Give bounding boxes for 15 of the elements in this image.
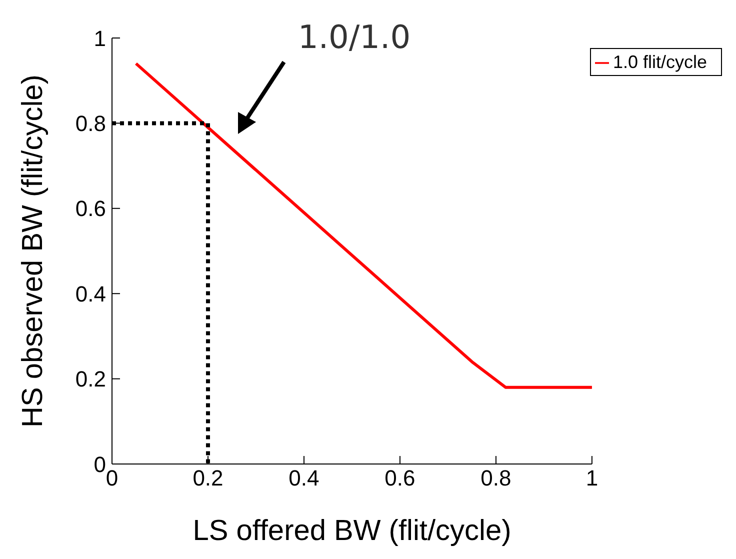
y-tick-label: 0.4	[75, 281, 106, 306]
y-tick-label: 0.6	[75, 196, 106, 222]
x-tick-label: 0.6	[384, 466, 416, 491]
annotation: 1.0/1.0	[298, 18, 411, 56]
x-tick-label: 0.4	[288, 466, 320, 491]
x-axis-title: LS offered BW (flit/cycle)	[192, 515, 512, 547]
x-tick-label: 0.2	[192, 466, 224, 491]
line-series	[134, 62, 592, 389]
x-tick-label: 1	[586, 466, 598, 491]
y-axis-title: HS observed BW (flit/cycle)	[17, 74, 49, 428]
y-tick-label: 0.8	[75, 111, 106, 136]
legend-label: 1.0 flit/cycle	[612, 52, 707, 72]
x-tick-label: 0.8	[480, 466, 512, 491]
y-tick-label: 1	[94, 26, 106, 51]
y-tick-label: 0.2	[75, 366, 106, 392]
